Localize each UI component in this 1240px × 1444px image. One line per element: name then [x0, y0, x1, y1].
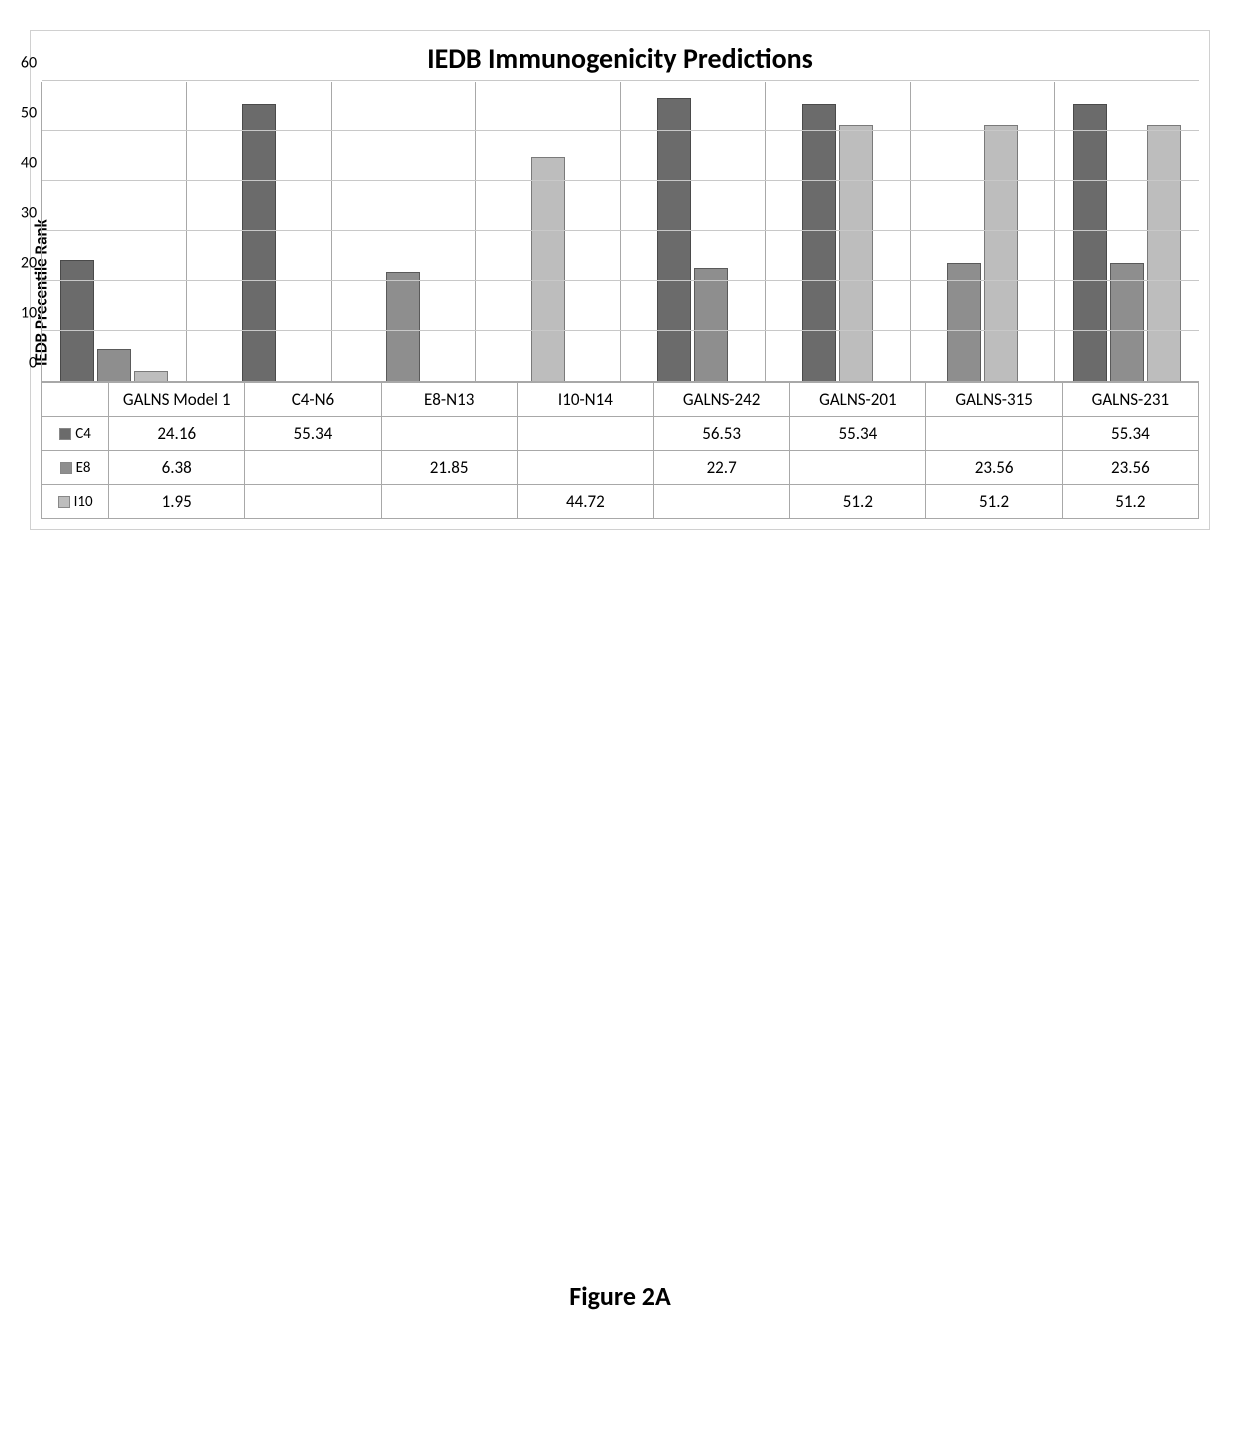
gridline	[42, 130, 1199, 131]
bar-I10	[1147, 125, 1181, 381]
gridline	[42, 230, 1199, 231]
category-header: GALNS Model 1	[109, 383, 245, 417]
table-cell: 23.56	[1062, 451, 1198, 485]
legend-label: E8	[76, 459, 91, 477]
gridline	[42, 80, 1199, 81]
bar-group	[621, 82, 766, 381]
bar-E8	[386, 272, 420, 381]
bar-I10	[984, 125, 1018, 381]
plot-area	[41, 82, 1199, 382]
y-tick-label: 40	[21, 154, 37, 173]
table-cell	[245, 485, 381, 519]
legend-cell: C4	[42, 417, 109, 451]
bar-C4	[242, 104, 276, 381]
gridline	[42, 280, 1199, 281]
category-header: GALNS-315	[926, 383, 1062, 417]
bar-C4	[657, 98, 691, 381]
legend-swatch-icon	[58, 496, 70, 508]
legend-swatch-icon	[60, 462, 72, 474]
table-cell	[381, 417, 517, 451]
bar-group	[911, 82, 1056, 381]
figure-caption: Figure 2A	[0, 1280, 1240, 1312]
bar-group	[476, 82, 621, 381]
table-cell: 55.34	[1062, 417, 1198, 451]
table-corner	[42, 383, 109, 417]
category-header: GALNS-242	[654, 383, 790, 417]
y-tick-label: 0	[29, 354, 37, 373]
bar-group	[766, 82, 911, 381]
table-cell: 51.2	[790, 485, 926, 519]
bar-I10	[531, 157, 565, 381]
table-cell	[654, 485, 790, 519]
table-row: C424.1655.3456.5355.3455.34	[42, 417, 1199, 451]
y-tick-label: 10	[21, 304, 37, 323]
bar-C4	[802, 104, 836, 381]
chart-title: IEDB Immunogenicity Predictions	[41, 41, 1199, 76]
legend-label: C4	[75, 425, 91, 443]
bar-E8	[97, 349, 131, 381]
bar-groups	[42, 82, 1199, 381]
y-tick-label: 30	[21, 204, 37, 223]
bar-E8	[694, 268, 728, 382]
gridline	[42, 180, 1199, 181]
table-cell: 21.85	[381, 451, 517, 485]
category-header: E8-N13	[381, 383, 517, 417]
table-cell: 55.34	[790, 417, 926, 451]
table-cell	[517, 451, 653, 485]
table-row: GALNS Model 1C4-N6E8-N13I10-N14GALNS-242…	[42, 383, 1199, 417]
table-cell: 44.72	[517, 485, 653, 519]
table-row: I101.9544.7251.251.251.2	[42, 485, 1199, 519]
table-cell: 1.95	[109, 485, 245, 519]
bar-I10	[839, 125, 873, 381]
table-cell: 24.16	[109, 417, 245, 451]
gridline	[42, 330, 1199, 331]
table-row: E8 6.38 21.85 22.7 23.5623.56	[42, 451, 1199, 485]
y-tick-label: 50	[21, 104, 37, 123]
chart-panel: IEDB Immunogenicity Predictions IEDB Pre…	[30, 30, 1210, 530]
table-cell	[790, 451, 926, 485]
table-cell: 55.34	[245, 417, 381, 451]
table-cell: 51.2	[926, 485, 1062, 519]
table-cell	[245, 451, 381, 485]
y-tick-label: 60	[21, 54, 37, 73]
table-cell: 22.7	[654, 451, 790, 485]
data-table: GALNS Model 1C4-N6E8-N13I10-N14GALNS-242…	[41, 382, 1199, 519]
bar-group	[42, 82, 187, 381]
table-cell: 56.53	[654, 417, 790, 451]
table-cell: 51.2	[1062, 485, 1198, 519]
bar-I10	[134, 371, 168, 381]
category-header: GALNS-201	[790, 383, 926, 417]
legend-label: I10	[74, 493, 93, 511]
bar-C4	[60, 260, 94, 381]
table-cell	[926, 417, 1062, 451]
table-cell	[381, 485, 517, 519]
bar-group	[332, 82, 477, 381]
y-tick-label: 20	[21, 254, 37, 273]
category-header: GALNS-231	[1062, 383, 1198, 417]
bar-C4	[1073, 104, 1107, 381]
table-cell	[517, 417, 653, 451]
legend-cell: I10	[42, 485, 109, 519]
category-header: I10-N14	[517, 383, 653, 417]
table-cell: 23.56	[926, 451, 1062, 485]
bar-group	[1055, 82, 1199, 381]
legend-cell: E8	[42, 451, 109, 485]
table-cell: 6.38	[109, 451, 245, 485]
bar-group	[187, 82, 332, 381]
legend-swatch-icon	[59, 428, 71, 440]
category-header: C4-N6	[245, 383, 381, 417]
chart-body: IEDB Precentile Rank 0102030405060 GALNS…	[41, 82, 1199, 519]
